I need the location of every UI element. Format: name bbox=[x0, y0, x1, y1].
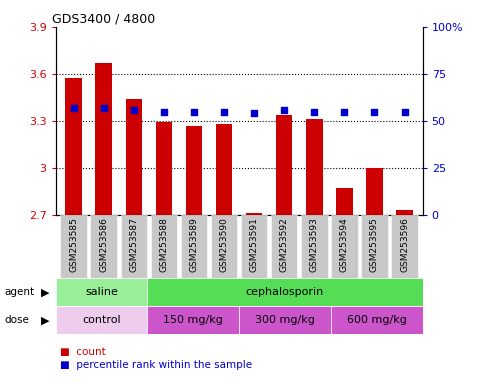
Bar bbox=[56, 278, 147, 306]
Point bbox=[100, 105, 108, 111]
Text: GSM253594: GSM253594 bbox=[340, 217, 349, 272]
Text: ■  percentile rank within the sample: ■ percentile rank within the sample bbox=[60, 360, 253, 370]
Bar bbox=[121, 215, 147, 278]
Bar bbox=[147, 306, 239, 334]
Bar bbox=[185, 126, 202, 215]
Bar bbox=[331, 215, 357, 278]
Point bbox=[280, 107, 288, 113]
Text: GSM253586: GSM253586 bbox=[99, 217, 108, 272]
Point bbox=[130, 107, 138, 113]
Bar bbox=[246, 214, 262, 215]
Bar bbox=[181, 215, 207, 278]
Point bbox=[220, 109, 228, 115]
Bar bbox=[156, 122, 172, 215]
Bar bbox=[336, 188, 353, 215]
Text: GSM253596: GSM253596 bbox=[400, 217, 409, 272]
Text: GSM253587: GSM253587 bbox=[129, 217, 138, 272]
Text: dose: dose bbox=[5, 315, 30, 326]
Bar bbox=[239, 306, 331, 334]
Bar bbox=[276, 115, 293, 215]
Text: GSM253595: GSM253595 bbox=[370, 217, 379, 272]
Bar bbox=[151, 215, 177, 278]
Text: ▶: ▶ bbox=[41, 287, 50, 298]
Text: GSM253590: GSM253590 bbox=[220, 217, 228, 272]
Text: 150 mg/kg: 150 mg/kg bbox=[163, 315, 223, 326]
Bar bbox=[306, 119, 323, 215]
Text: ▶: ▶ bbox=[41, 315, 50, 326]
Text: GDS3400 / 4800: GDS3400 / 4800 bbox=[52, 13, 155, 26]
Bar bbox=[361, 215, 388, 278]
Text: saline: saline bbox=[85, 287, 118, 298]
Bar bbox=[56, 306, 147, 334]
Point bbox=[370, 109, 378, 115]
Bar bbox=[60, 215, 87, 278]
Bar bbox=[391, 215, 418, 278]
Bar bbox=[366, 168, 383, 215]
Bar bbox=[271, 215, 298, 278]
Point bbox=[70, 105, 77, 111]
Text: 300 mg/kg: 300 mg/kg bbox=[255, 315, 315, 326]
Bar bbox=[396, 210, 413, 215]
Text: GSM253585: GSM253585 bbox=[69, 217, 78, 272]
Bar bbox=[90, 215, 117, 278]
Text: 600 mg/kg: 600 mg/kg bbox=[347, 315, 407, 326]
Bar bbox=[211, 215, 237, 278]
Text: agent: agent bbox=[5, 287, 35, 298]
Text: GSM253592: GSM253592 bbox=[280, 217, 289, 272]
Text: GSM253593: GSM253593 bbox=[310, 217, 319, 272]
Point bbox=[401, 109, 409, 115]
Point bbox=[250, 110, 258, 116]
Text: cephalosporin: cephalosporin bbox=[246, 287, 324, 298]
Bar bbox=[65, 78, 82, 215]
Bar bbox=[331, 306, 423, 334]
Point bbox=[341, 109, 348, 115]
Bar bbox=[301, 215, 327, 278]
Text: GSM253588: GSM253588 bbox=[159, 217, 169, 272]
Text: control: control bbox=[82, 315, 121, 326]
Text: GSM253591: GSM253591 bbox=[250, 217, 258, 272]
Bar bbox=[147, 278, 423, 306]
Point bbox=[311, 109, 318, 115]
Bar bbox=[216, 124, 232, 215]
Bar bbox=[126, 99, 142, 215]
Text: ■  count: ■ count bbox=[60, 347, 106, 357]
Point bbox=[160, 109, 168, 115]
Bar bbox=[96, 63, 112, 215]
Text: GSM253589: GSM253589 bbox=[189, 217, 199, 272]
Point bbox=[190, 109, 198, 115]
Bar bbox=[241, 215, 268, 278]
